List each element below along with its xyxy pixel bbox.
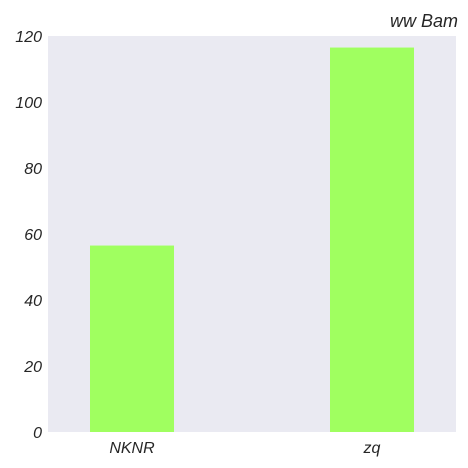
y-tick-label: 120 <box>15 29 42 46</box>
x-axis: NKNR zq <box>109 440 380 457</box>
bar-zq <box>330 47 414 433</box>
bar-group <box>90 47 414 433</box>
x-tick-label: zq <box>363 440 381 457</box>
chart-title: ww Bam <box>390 11 458 31</box>
y-tick-label: 80 <box>24 161 42 178</box>
y-axis: 0 20 40 60 80 100 120 <box>15 29 42 442</box>
y-tick-label: 60 <box>24 227 42 244</box>
y-tick-label: 40 <box>24 293 42 310</box>
y-tick-label: 100 <box>15 95 42 112</box>
y-tick-label: 20 <box>23 359 42 376</box>
bar-nknr <box>90 245 174 432</box>
x-tick-label: NKNR <box>109 440 155 457</box>
y-tick-label: 0 <box>33 425 42 442</box>
